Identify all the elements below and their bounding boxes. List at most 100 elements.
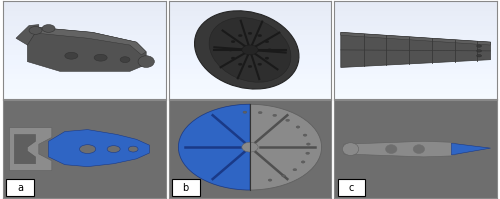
Circle shape (29, 26, 42, 34)
Circle shape (248, 32, 252, 34)
Ellipse shape (80, 145, 96, 153)
Ellipse shape (209, 18, 291, 82)
Ellipse shape (107, 146, 120, 152)
Circle shape (306, 143, 310, 145)
Polygon shape (48, 130, 150, 167)
Bar (334, 74, 497, 79)
Ellipse shape (413, 145, 424, 153)
Circle shape (242, 45, 258, 55)
Circle shape (231, 57, 235, 59)
Bar (334, 35, 497, 40)
Bar (334, 1, 497, 6)
Bar (3, 64, 166, 69)
Circle shape (238, 34, 242, 37)
Bar (168, 11, 332, 16)
Circle shape (248, 65, 252, 68)
Ellipse shape (138, 56, 154, 67)
Polygon shape (16, 25, 39, 46)
Circle shape (242, 142, 258, 152)
Wedge shape (178, 104, 250, 190)
Bar (3, 35, 166, 40)
Circle shape (243, 111, 247, 113)
Bar (168, 40, 332, 45)
Polygon shape (28, 27, 146, 71)
Text: a: a (17, 182, 23, 193)
Bar (3, 21, 166, 25)
Bar (3, 40, 166, 45)
Circle shape (268, 179, 272, 181)
Bar (168, 69, 332, 74)
Text: c: c (348, 182, 354, 193)
Ellipse shape (128, 146, 138, 152)
Circle shape (258, 111, 262, 114)
Circle shape (231, 40, 235, 43)
Bar (334, 64, 497, 69)
Ellipse shape (120, 57, 130, 62)
Bar (334, 60, 497, 64)
Bar (168, 94, 332, 99)
Bar (3, 45, 166, 50)
Bar (334, 21, 497, 25)
Bar (3, 60, 166, 64)
Ellipse shape (65, 52, 78, 59)
Polygon shape (452, 143, 490, 155)
Ellipse shape (94, 54, 107, 61)
Bar (3, 16, 166, 21)
FancyBboxPatch shape (6, 179, 34, 196)
Polygon shape (344, 141, 461, 157)
Bar (168, 74, 332, 79)
Bar (334, 79, 497, 84)
Circle shape (296, 126, 300, 128)
Bar (3, 94, 166, 99)
Bar (168, 16, 332, 21)
Circle shape (178, 104, 322, 190)
Bar (168, 50, 332, 55)
Polygon shape (14, 135, 36, 164)
Bar (334, 50, 497, 55)
Circle shape (306, 152, 310, 154)
Circle shape (265, 57, 269, 59)
Bar (334, 89, 497, 94)
Bar (3, 74, 166, 79)
Circle shape (258, 34, 262, 37)
Circle shape (303, 134, 307, 136)
Polygon shape (10, 128, 52, 171)
Bar (3, 1, 166, 6)
Bar (3, 79, 166, 84)
Circle shape (238, 63, 242, 65)
Bar (168, 25, 332, 30)
Bar (334, 45, 497, 50)
Polygon shape (341, 32, 490, 45)
Bar (168, 64, 332, 69)
Bar (334, 25, 497, 30)
Bar (3, 55, 166, 60)
Bar (168, 55, 332, 60)
Bar (168, 6, 332, 11)
Ellipse shape (476, 45, 482, 47)
Bar (3, 50, 166, 55)
Bar (168, 84, 332, 89)
Ellipse shape (386, 145, 397, 153)
Circle shape (286, 119, 290, 121)
Bar (334, 69, 497, 74)
Bar (3, 25, 166, 30)
FancyBboxPatch shape (338, 179, 365, 196)
Bar (334, 94, 497, 99)
Bar (168, 45, 332, 50)
Bar (334, 16, 497, 21)
Ellipse shape (194, 11, 299, 89)
Polygon shape (39, 27, 146, 55)
Bar (3, 84, 166, 89)
Bar (3, 89, 166, 94)
Ellipse shape (476, 55, 482, 57)
FancyBboxPatch shape (172, 179, 200, 196)
Bar (3, 69, 166, 74)
Bar (334, 6, 497, 11)
Circle shape (258, 63, 262, 65)
Circle shape (293, 169, 297, 171)
Ellipse shape (342, 143, 358, 155)
Polygon shape (341, 32, 490, 67)
Circle shape (42, 25, 55, 32)
Circle shape (265, 40, 269, 43)
Bar (334, 55, 497, 60)
